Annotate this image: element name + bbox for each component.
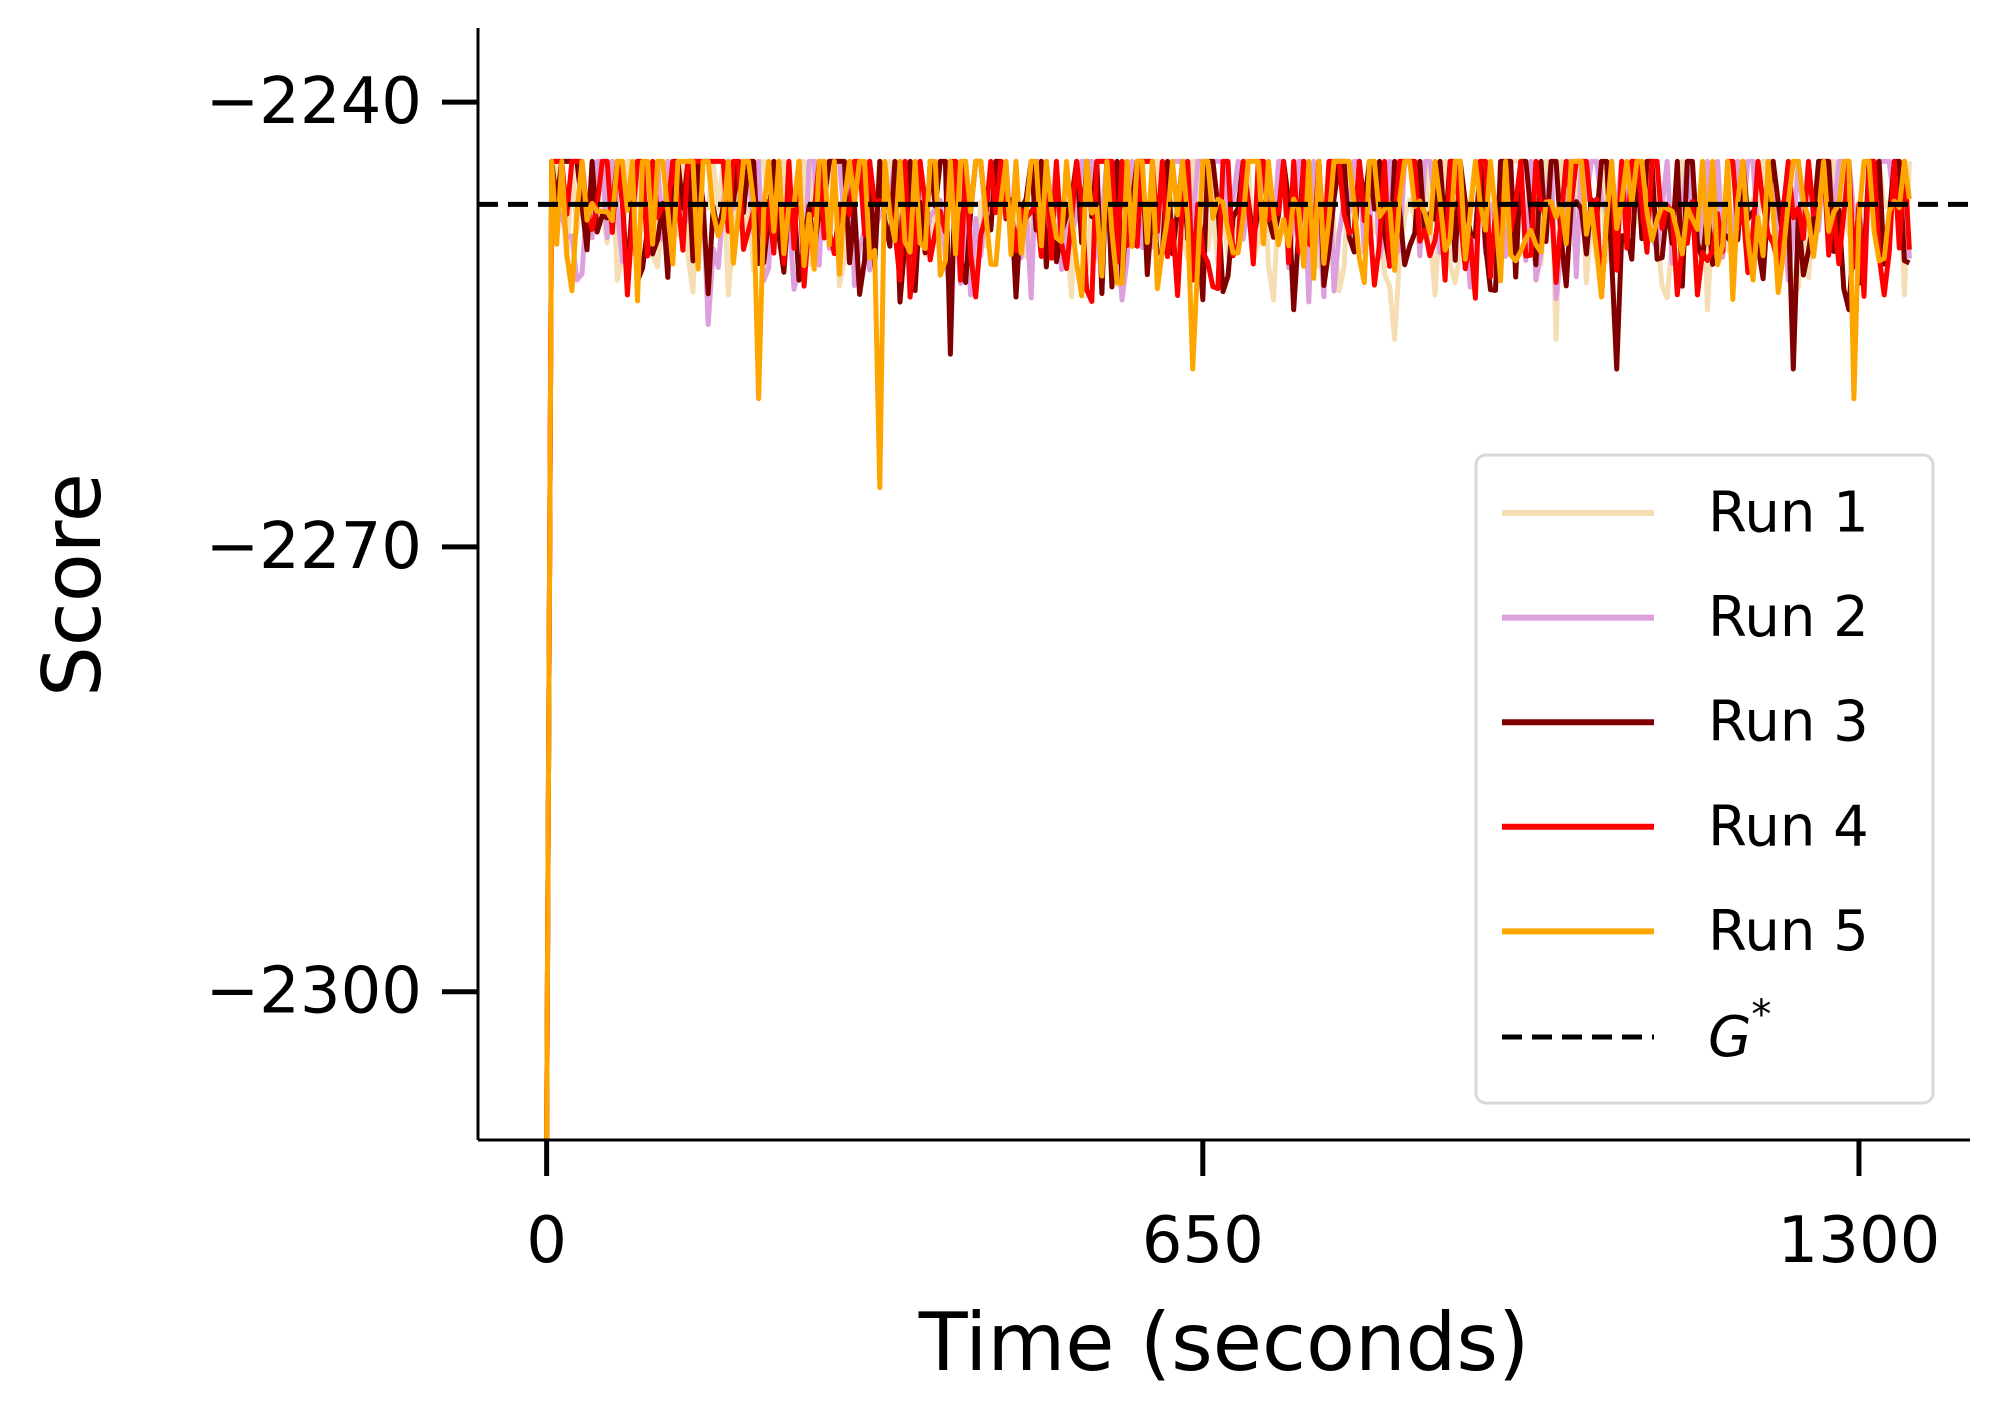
legend-label-run-4: Run 4 xyxy=(1708,794,1869,859)
series-line-run-3 xyxy=(544,158,1911,1140)
y-tick-label: −2270 xyxy=(206,510,423,584)
series-line-run-5 xyxy=(544,158,1912,1140)
legend-frame xyxy=(1474,453,1935,1105)
x-tick-label: 1300 xyxy=(1778,1204,1941,1278)
series-lines xyxy=(544,158,1912,1140)
legend-label-run-3: Run 3 xyxy=(1708,690,1869,755)
y-tick-label: −2240 xyxy=(206,65,423,139)
y-tick-label: −2300 xyxy=(206,955,423,1029)
legend-label-run-1: Run 1 xyxy=(1708,481,1869,546)
x-tick-label: 650 xyxy=(1142,1204,1264,1278)
legend-label-run-5: Run 5 xyxy=(1708,899,1869,964)
legend: Run 1 Run 2 Run 3 Run 4 Run 5 G* xyxy=(1474,453,1935,1105)
x-tick-label: 0 xyxy=(526,1204,567,1278)
legend-label-g-star: G* xyxy=(1708,992,1771,1070)
x-ticks: 0 650 1300 xyxy=(526,1140,1940,1278)
y-axis-title: Score xyxy=(26,473,119,697)
x-axis-title: Time (seconds) xyxy=(918,1296,1530,1389)
legend-label-run-2: Run 2 xyxy=(1708,585,1869,650)
y-ticks: −2240 −2270 −2300 xyxy=(206,65,478,1029)
